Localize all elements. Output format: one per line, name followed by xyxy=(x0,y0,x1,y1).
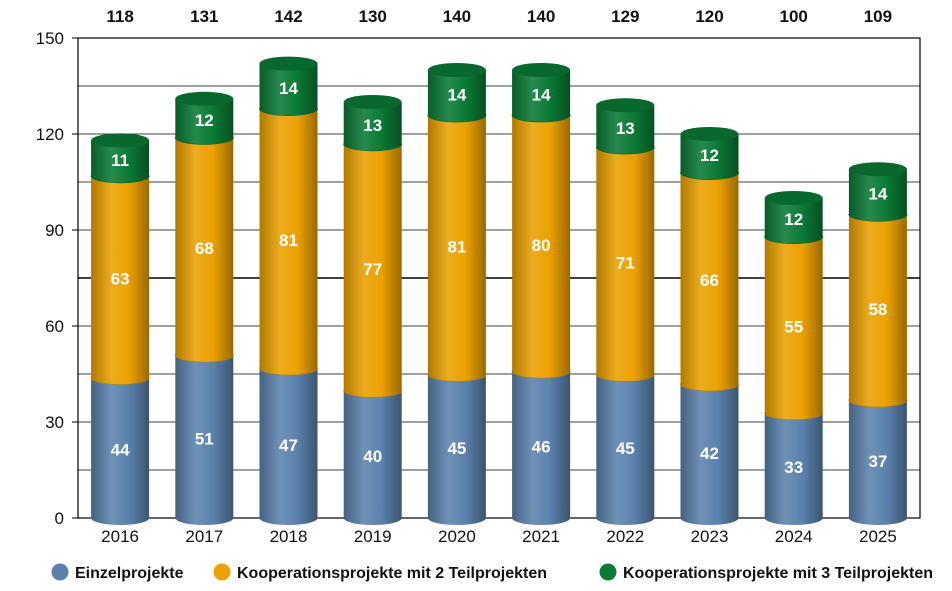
data-label: 44 xyxy=(111,441,130,460)
data-label: 80 xyxy=(532,236,551,255)
data-label: 14 xyxy=(447,85,466,104)
bars xyxy=(90,56,908,525)
x-tick-label: 2025 xyxy=(859,527,897,546)
legend-item: Einzelprojekte xyxy=(51,563,184,582)
bar-segment-kooperationsprojekte-mit-3-teilprojekten xyxy=(427,63,486,122)
data-label: 14 xyxy=(279,79,298,98)
y-tick-label: 30 xyxy=(45,413,64,432)
x-tick-label: 2021 xyxy=(522,527,560,546)
total-label: 129 xyxy=(611,7,639,26)
data-label: 33 xyxy=(784,458,803,477)
total-label: 131 xyxy=(190,7,218,26)
x-tick-label: 2024 xyxy=(775,527,813,546)
bar-segment-kooperationsprojekte-mit-3-teilprojekten xyxy=(175,91,234,145)
data-label: 42 xyxy=(700,444,719,463)
axes: 0 30 60 90 120 150 2016 2017 2018 2019 2020 2021 202… xyxy=(36,29,921,546)
total-label: 100 xyxy=(780,7,808,26)
data-label: 11 xyxy=(111,151,129,170)
x-tick-label: 2016 xyxy=(101,527,139,546)
data-label: 12 xyxy=(195,111,214,130)
labels: 44 63 11 118 51 68 12 131 47 81 14 142 40 77 13 130 45 81… xyxy=(106,7,892,477)
data-label: 51 xyxy=(195,429,214,448)
x-tick-label: 2018 xyxy=(270,527,308,546)
x-tick-label: 2017 xyxy=(185,527,223,546)
bar-segment-kooperationsprojekte-mit-3-teilprojekten xyxy=(91,133,150,183)
legend: Einzelprojekte Kooperationsprojekte mit 2… xyxy=(51,563,933,582)
data-label: 47 xyxy=(279,436,298,455)
y-tick-label: 60 xyxy=(45,317,64,336)
data-label: 14 xyxy=(532,85,551,104)
x-tick-label: 2019 xyxy=(354,527,392,546)
total-label: 142 xyxy=(274,7,302,26)
y-tick-label: 0 xyxy=(55,509,64,528)
total-label: 109 xyxy=(864,7,892,26)
legend-marker xyxy=(599,563,617,581)
data-label: 12 xyxy=(700,146,719,165)
data-label: 71 xyxy=(616,253,635,272)
data-label: 45 xyxy=(616,439,635,458)
bar-segment-kooperationsprojekte-mit-3-teilprojekten xyxy=(512,63,571,122)
data-label: 13 xyxy=(616,119,635,138)
plot-frame xyxy=(77,37,921,519)
legend-label: Kooperationsprojekte mit 2 Teilprojekten xyxy=(237,565,547,582)
legend-marker xyxy=(213,563,231,581)
data-label: 40 xyxy=(363,447,382,466)
y-tick-label: 150 xyxy=(36,29,64,48)
y-tick-label: 90 xyxy=(45,221,64,240)
legend-item: Kooperationsprojekte mit 3 Teilprojekten xyxy=(599,563,933,582)
data-label: 55 xyxy=(784,317,803,336)
data-label: 63 xyxy=(111,269,130,288)
legend-item: Kooperationsprojekte mit 2 Teilprojekten xyxy=(213,563,547,582)
x-tick-label: 2022 xyxy=(606,527,644,546)
data-label: 37 xyxy=(868,452,887,471)
total-label: 118 xyxy=(106,7,133,26)
legend-label: Einzelprojekte xyxy=(75,565,184,582)
legend-label: Kooperationsprojekte mit 3 Teilprojekten xyxy=(623,565,933,582)
data-label: 66 xyxy=(700,271,719,290)
bar-segment-kooperationsprojekte-mit-3-teilprojekten xyxy=(259,56,318,116)
data-label: 46 xyxy=(532,437,551,456)
data-label: 14 xyxy=(868,185,887,204)
data-label: 68 xyxy=(195,239,214,258)
bar-segment-kooperationsprojekte-mit-3-teilprojekten xyxy=(848,162,907,222)
x-tick-label: 2023 xyxy=(691,527,729,546)
total-label: 120 xyxy=(695,7,723,26)
y-tick-label: 120 xyxy=(36,125,64,144)
data-label: 45 xyxy=(447,439,466,458)
legend-marker xyxy=(51,563,69,581)
data-label: 77 xyxy=(363,260,382,279)
total-label: 130 xyxy=(359,7,387,26)
data-label: 13 xyxy=(363,116,382,135)
data-label: 81 xyxy=(279,231,298,250)
data-label: 12 xyxy=(784,210,803,229)
x-tick-label: 2020 xyxy=(438,527,476,546)
data-label: 58 xyxy=(868,300,887,319)
total-label: 140 xyxy=(527,7,555,26)
total-label: 140 xyxy=(443,7,471,26)
bar-segment-kooperationsprojekte-mit-3-teilprojekten xyxy=(680,127,739,180)
bar-segment-kooperationsprojekte-mit-3-teilprojekten xyxy=(596,98,655,154)
data-label: 81 xyxy=(447,237,466,256)
bar-segment-kooperationsprojekte-mit-3-teilprojekten xyxy=(764,191,823,244)
bar-segment-kooperationsprojekte-mit-3-teilprojekten xyxy=(343,95,402,151)
